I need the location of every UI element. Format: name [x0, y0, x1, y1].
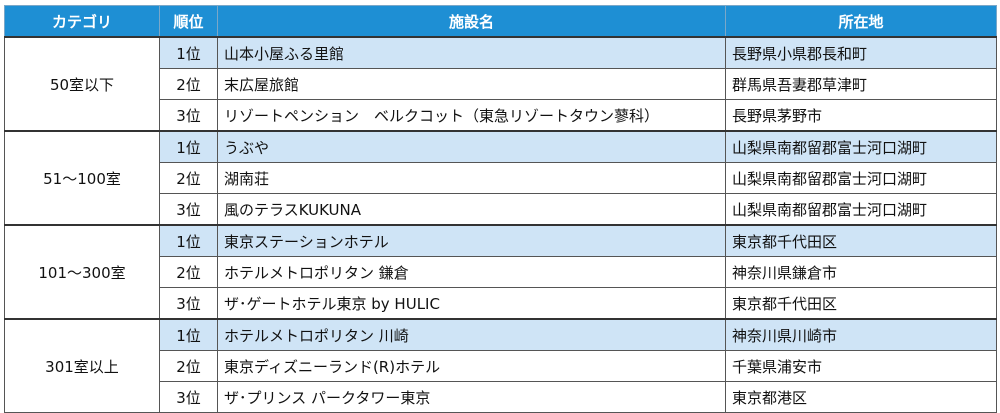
facility-name-cell: ホテルメトロポリタン 鎌倉: [217, 256, 726, 288]
location-cell: 東京都千代田区: [725, 224, 997, 257]
rank-cell: 3位: [159, 287, 218, 320]
rank-cell: 1位: [159, 36, 218, 69]
category-cell: 301室以上: [4, 318, 160, 413]
location-cell: 千葉県浦安市: [725, 350, 997, 382]
table-row: 3位 リゾートペンション ベルクコット（東急リゾートタウン蓼科） 長野県茅野市: [5, 99, 997, 132]
facility-name-cell: リゾートペンション ベルクコット（東急リゾートタウン蓼科）: [217, 99, 726, 132]
facility-name-cell: 末広屋旅館: [217, 68, 726, 100]
location-cell: 山梨県南都留郡富士河口湖町: [725, 162, 997, 194]
location-cell: 東京都千代田区: [725, 287, 997, 320]
rank-cell: 3位: [159, 193, 218, 226]
table-row: 2位 湖南荘 山梨県南都留郡富士河口湖町: [5, 162, 997, 194]
location-cell: 東京都港区: [725, 381, 997, 413]
location-cell: 山梨県南都留郡富士河口湖町: [725, 193, 997, 226]
location-cell: 山梨県南都留郡富士河口湖町: [725, 130, 997, 163]
facility-name-cell: 風のテラスKUKUNA: [217, 193, 726, 226]
facility-name-cell: 湖南荘: [217, 162, 726, 194]
table-row: 301室以上 1位 ホテルメトロポリタン 川崎 神奈川県川崎市: [4, 318, 997, 413]
table-row: 3位 風のテラスKUKUNA 山梨県南都留郡富士河口湖町: [5, 193, 997, 226]
rank-cell: 2位: [159, 68, 218, 100]
facility-name-cell: 東京ディズニーランド(R)ホテル: [217, 350, 726, 382]
rank-cell: 3位: [159, 381, 218, 413]
rank-cell: 1位: [159, 318, 218, 351]
facility-name-cell: 東京ステーションホテル: [217, 224, 726, 257]
location-cell: 群馬県吾妻郡草津町: [725, 68, 997, 100]
ranking-table: カテゴリ 順位 施設名 所在地 50室以下 1位 山本小屋ふる里館 長野県小県郡…: [4, 5, 997, 413]
header-row: カテゴリ 順位 施設名 所在地: [4, 5, 997, 38]
category-cell: 51～100室: [4, 130, 160, 226]
header-category: カテゴリ: [4, 5, 160, 38]
location-cell: 長野県茅野市: [725, 99, 997, 132]
rank-cell: 2位: [159, 350, 218, 382]
facility-name-cell: ホテルメトロポリタン 川崎: [217, 318, 726, 351]
rank-cell: 2位: [159, 162, 218, 194]
table-row: 51～100室 1位 うぶや 山梨県南都留郡富士河口湖町: [4, 130, 997, 226]
table-row: 50室以下 1位 山本小屋ふる里館 長野県小県郡長和町: [4, 36, 997, 132]
table-row: 2位 東京ディズニーランド(R)ホテル 千葉県浦安市: [5, 350, 997, 382]
rank-cell: 3位: [159, 99, 218, 132]
location-cell: 神奈川県鎌倉市: [725, 256, 997, 288]
table-row: 101～300室 1位 東京ステーションホテル 東京都千代田区: [4, 224, 997, 320]
category-cell: 50室以下: [4, 36, 160, 132]
table-row: 2位 ホテルメトロポリタン 鎌倉 神奈川県鎌倉市: [5, 256, 997, 288]
facility-name-cell: ザ･プリンス パークタワー東京: [217, 381, 726, 413]
location-cell: 神奈川県川崎市: [725, 318, 997, 351]
header-rank: 順位: [159, 5, 218, 38]
rank-cell: 1位: [159, 224, 218, 257]
location-cell: 長野県小県郡長和町: [725, 36, 997, 69]
category-cell: 101～300室: [4, 224, 160, 320]
rank-cell: 1位: [159, 130, 218, 163]
header-location: 所在地: [725, 5, 997, 38]
rank-cell: 2位: [159, 256, 218, 288]
facility-name-cell: 山本小屋ふる里館: [217, 36, 726, 69]
facility-name-cell: うぶや: [217, 130, 726, 163]
table-body: 50室以下 1位 山本小屋ふる里館 長野県小県郡長和町 2位 末広屋旅館 群馬県…: [4, 36, 997, 413]
table-row: 2位 末広屋旅館 群馬県吾妻郡草津町: [5, 68, 997, 100]
header-facility: 施設名: [217, 5, 726, 38]
facility-name-cell: ザ･ゲートホテル東京 by HULIC: [217, 287, 726, 320]
table-header: カテゴリ 順位 施設名 所在地: [4, 5, 997, 38]
